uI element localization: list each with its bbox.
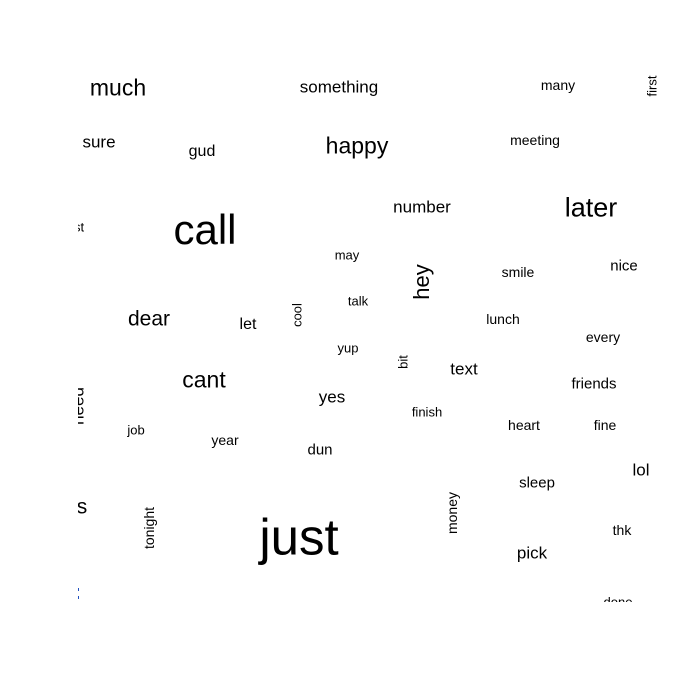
word-hey: hey [409,264,434,300]
edge-mark [78,588,79,591]
word-may: may [334,247,360,263]
word-yup: yup [337,340,359,356]
word-talk: talk [347,293,369,309]
word-cool: cool [289,303,305,327]
word-friends: friends [571,375,617,393]
word-fine: fine [593,417,617,433]
word-s: s [78,495,88,519]
word-let: let [239,316,257,333]
word-cant: cant [182,366,226,393]
word-yes: yes [318,387,346,407]
word-nice: nice [610,257,638,275]
word-money: money [444,491,460,535]
word-pick: pick [516,543,548,563]
word-sure: sure [82,132,116,152]
word-dear: dear [127,307,171,331]
word-heart: heart [508,417,540,433]
word-first: first [644,75,660,97]
word-lol: lol [632,460,650,480]
word-happy: happy [325,132,389,159]
word-call: call [173,206,237,253]
word-every: every [585,329,621,345]
word-much: much [89,74,147,101]
word-something: something [299,77,379,97]
word-done: done [603,594,633,603]
word-need: need [78,387,88,425]
word-job: job [127,422,145,438]
word-cloud: much something many first sure gud happy… [78,60,660,602]
word-tonight: tonight [141,506,157,550]
word-text: text [450,359,478,379]
word-sleep: sleep [519,474,555,492]
word-dun: dun [307,441,333,459]
word-st: st [78,219,85,235]
word-number: number [393,197,451,217]
word-gud: gud [188,143,216,160]
word-later: later [564,192,618,223]
word-finish: finish [411,404,443,420]
word-just: just [259,508,339,566]
word-lunch: lunch [486,311,520,327]
word-year: year [211,432,239,448]
edge-mark [78,596,79,599]
word-bit: bit [395,355,411,369]
word-many: many [540,77,576,93]
word-smile: smile [501,264,535,280]
word-meeting: meeting [510,132,560,148]
word-thk: thk [612,522,632,538]
